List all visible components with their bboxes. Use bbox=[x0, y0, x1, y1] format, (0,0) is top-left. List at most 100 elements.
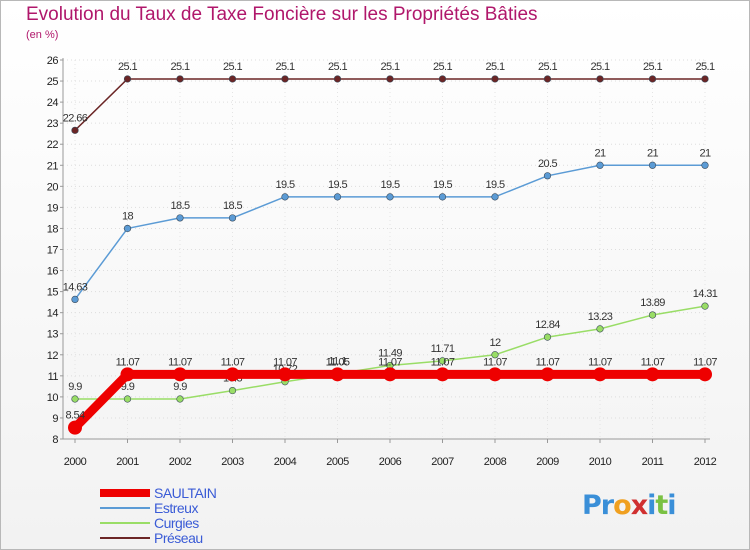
y-tick-label-14: 14 bbox=[47, 308, 59, 320]
y-tick-label-10: 10 bbox=[47, 392, 59, 404]
data-label-estreux-2009: 20.5 bbox=[538, 158, 557, 170]
point-préseau-2007 bbox=[438, 75, 447, 83]
y-tick-label-21: 21 bbox=[47, 160, 59, 172]
data-label-préseau-2009: 25.1 bbox=[538, 61, 557, 73]
data-label-estreux-2005: 19.5 bbox=[328, 179, 347, 191]
point-saultain-2003 bbox=[225, 367, 240, 382]
point-curgies-2010 bbox=[596, 325, 604, 333]
data-label-saultain-2001: 11.07 bbox=[116, 356, 140, 368]
point-saultain-2005 bbox=[330, 367, 345, 382]
data-label-saultain-2006: 11.07 bbox=[378, 356, 402, 368]
x-tick-label-2001: 2001 bbox=[116, 456, 139, 468]
point-estreux-2007 bbox=[438, 193, 447, 201]
point-saultain-2002 bbox=[173, 367, 187, 382]
data-label-saultain-2002: 11.07 bbox=[168, 356, 192, 368]
y-tick-label-11: 11 bbox=[48, 371, 59, 383]
y-tick-label-8: 8 bbox=[52, 434, 58, 446]
point-saultain-2007 bbox=[435, 367, 450, 382]
data-label-estreux-2010: 21 bbox=[594, 147, 606, 159]
y-tick-label-19: 19 bbox=[47, 202, 59, 214]
point-préseau-2000 bbox=[71, 126, 79, 134]
data-label-estreux-2012: 21 bbox=[699, 147, 711, 159]
data-label-estreux-2011: 21 bbox=[647, 147, 659, 159]
x-tick-label-2008: 2008 bbox=[484, 456, 507, 468]
point-préseau-2012 bbox=[701, 75, 709, 83]
y-tick-label-15: 15 bbox=[47, 287, 59, 299]
point-saultain-2000 bbox=[68, 420, 82, 435]
data-label-saultain-2009: 11.07 bbox=[536, 356, 560, 368]
point-préseau-2009 bbox=[543, 75, 552, 83]
point-préseau-2002 bbox=[176, 75, 184, 83]
y-tick-label-16: 16 bbox=[47, 266, 59, 278]
x-tick-label-2011: 2011 bbox=[642, 456, 664, 468]
logo-letter: r bbox=[600, 490, 614, 521]
legend-label-estreux: Estreux bbox=[154, 500, 198, 516]
point-curgies-2002 bbox=[176, 395, 184, 403]
y-tick-label-12: 12 bbox=[47, 350, 59, 362]
data-label-préseau-2001: 25.1 bbox=[118, 61, 137, 73]
point-curgies-2012 bbox=[701, 302, 709, 310]
logo-letter: t bbox=[655, 490, 668, 521]
x-tick-label-2006: 2006 bbox=[379, 456, 402, 468]
y-tick-label-26: 26 bbox=[47, 55, 59, 67]
point-estreux-2012 bbox=[701, 161, 709, 169]
data-label-préseau-2002: 25.1 bbox=[170, 61, 189, 73]
point-saultain-2011 bbox=[645, 367, 660, 382]
data-label-saultain-2008: 11.07 bbox=[483, 356, 507, 368]
data-label-préseau-2010: 25.1 bbox=[590, 61, 609, 73]
point-curgies-2003 bbox=[228, 386, 237, 395]
point-préseau-2001 bbox=[123, 75, 132, 83]
x-tick-label-2012: 2012 bbox=[694, 456, 717, 468]
point-estreux-2002 bbox=[176, 214, 184, 222]
proxiti-logo: Proxiti bbox=[582, 490, 677, 521]
point-saultain-2010 bbox=[593, 367, 607, 382]
y-tick-label-9: 9 bbox=[52, 413, 58, 425]
logo-letter: i bbox=[647, 490, 656, 521]
y-tick-label-17: 17 bbox=[47, 245, 59, 257]
data-label-préseau-2011: 25.1 bbox=[643, 61, 662, 73]
legend-label-curgies: Curgies bbox=[154, 515, 199, 531]
data-label-préseau-2008: 25.1 bbox=[485, 61, 504, 73]
data-label-préseau-2004: 25.1 bbox=[275, 61, 294, 73]
x-tick-label-2010: 2010 bbox=[589, 456, 612, 468]
point-curgies-2009 bbox=[543, 333, 552, 341]
data-label-estreux-2000: 14.63 bbox=[63, 281, 88, 293]
data-label-saultain-2007: 11.07 bbox=[431, 356, 455, 368]
point-préseau-2006 bbox=[386, 75, 394, 83]
logo-letter: i bbox=[667, 490, 676, 521]
data-label-curgies-2009: 12.84 bbox=[535, 319, 560, 331]
point-préseau-2010 bbox=[596, 75, 604, 83]
point-curgies-2008 bbox=[491, 351, 499, 359]
data-label-préseau-2003: 25.1 bbox=[223, 61, 242, 73]
point-saultain-2004 bbox=[278, 367, 292, 382]
point-saultain-2012 bbox=[698, 367, 712, 382]
data-label-curgies-2000: 9.9 bbox=[68, 381, 82, 393]
point-estreux-2009 bbox=[543, 172, 552, 180]
y-tick-label-22: 22 bbox=[47, 139, 59, 151]
point-préseau-2003 bbox=[228, 75, 237, 83]
logo-letter: P bbox=[582, 490, 602, 521]
data-label-estreux-2001: 18 bbox=[122, 210, 134, 222]
data-label-saultain-2012: 11.07 bbox=[693, 356, 717, 368]
data-label-préseau-2007: 25.1 bbox=[433, 61, 452, 73]
data-label-curgies-2010: 13.23 bbox=[588, 311, 613, 323]
data-label-curgies-2006: 11.49 bbox=[378, 348, 402, 360]
data-label-curgies-2007: 11.71 bbox=[431, 343, 455, 355]
data-label-curgies-2011: 13.89 bbox=[640, 297, 665, 309]
point-saultain-2008 bbox=[488, 367, 502, 382]
point-estreux-2001 bbox=[123, 224, 132, 233]
data-label-estreux-2007: 19.5 bbox=[433, 179, 452, 191]
point-estreux-2011 bbox=[648, 161, 657, 169]
data-label-curgies-2001: 9.9 bbox=[121, 381, 135, 393]
point-curgies-2000 bbox=[71, 395, 79, 403]
data-label-saultain-2011: 11.07 bbox=[641, 356, 665, 368]
data-label-préseau-2006: 25.1 bbox=[380, 61, 399, 73]
x-tick-label-2000: 2000 bbox=[64, 456, 87, 468]
data-label-saultain-2010: 11.07 bbox=[588, 356, 612, 368]
data-label-préseau-2000: 22.66 bbox=[63, 112, 88, 124]
data-label-estreux-2003: 18.5 bbox=[223, 200, 242, 212]
x-tick-label-2004: 2004 bbox=[274, 456, 297, 468]
point-estreux-2008 bbox=[491, 193, 499, 201]
